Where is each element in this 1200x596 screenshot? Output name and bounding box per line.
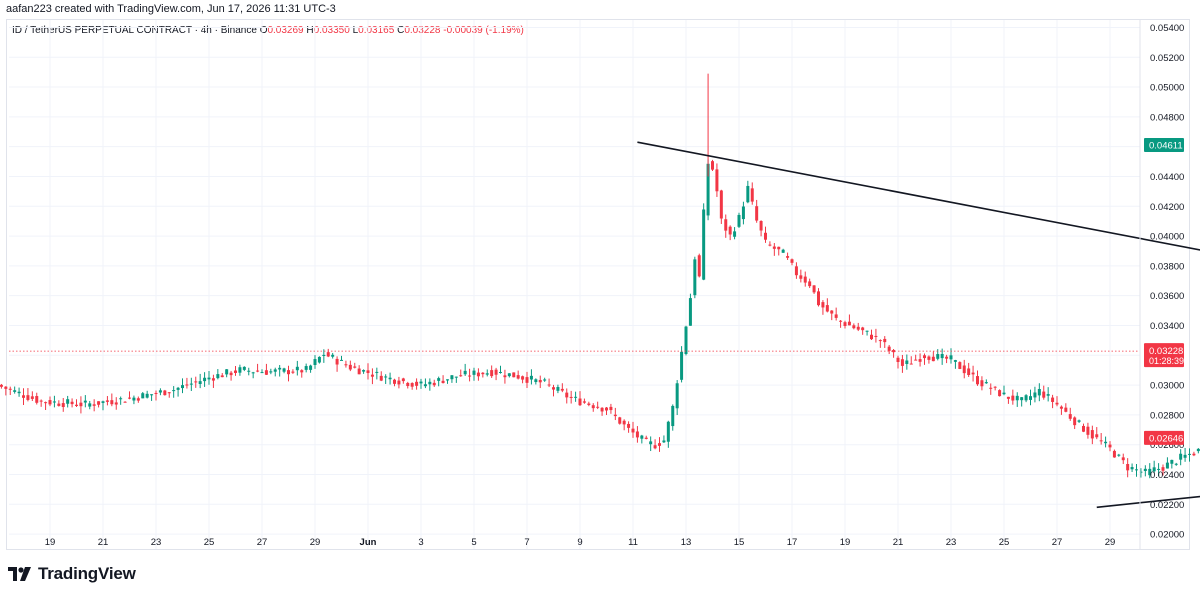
ohlc-low-value: 0.03165 <box>358 25 395 36</box>
ohlc-close-value: 0.03228 <box>404 25 441 36</box>
ohlc-open-value: 0.03269 <box>267 25 304 36</box>
ohlc-close-label: C <box>397 25 405 36</box>
chart-panel[interactable] <box>6 19 1190 550</box>
symbol-legend: ID / TetherUS PERPETUAL CONTRACT · 4h · … <box>12 25 524 36</box>
tradingview-brand[interactable]: TradingView <box>38 564 136 583</box>
symbol-title: ID / TetherUS PERPETUAL CONTRACT · 4h · … <box>12 25 257 36</box>
candle-body <box>1192 453 1196 456</box>
author-credit: aafan223 created with TradingView.com, J… <box>6 3 336 15</box>
candle <box>1192 451 1196 457</box>
footer: TradingView <box>8 564 136 584</box>
ohlc-low-label: L <box>352 25 359 36</box>
candle <box>0 383 3 389</box>
candle-body <box>1196 448 1200 452</box>
tradingview-logo-icon <box>8 567 31 581</box>
ohlc-open-label: O <box>259 25 268 36</box>
ohlc-high-label: H <box>306 25 314 36</box>
ohlc-high-value: 0.03350 <box>313 25 350 36</box>
ohlc-change-value: -0.00039 (-1.19%) <box>443 25 524 36</box>
candle-body <box>0 384 3 387</box>
candle <box>1196 448 1200 454</box>
